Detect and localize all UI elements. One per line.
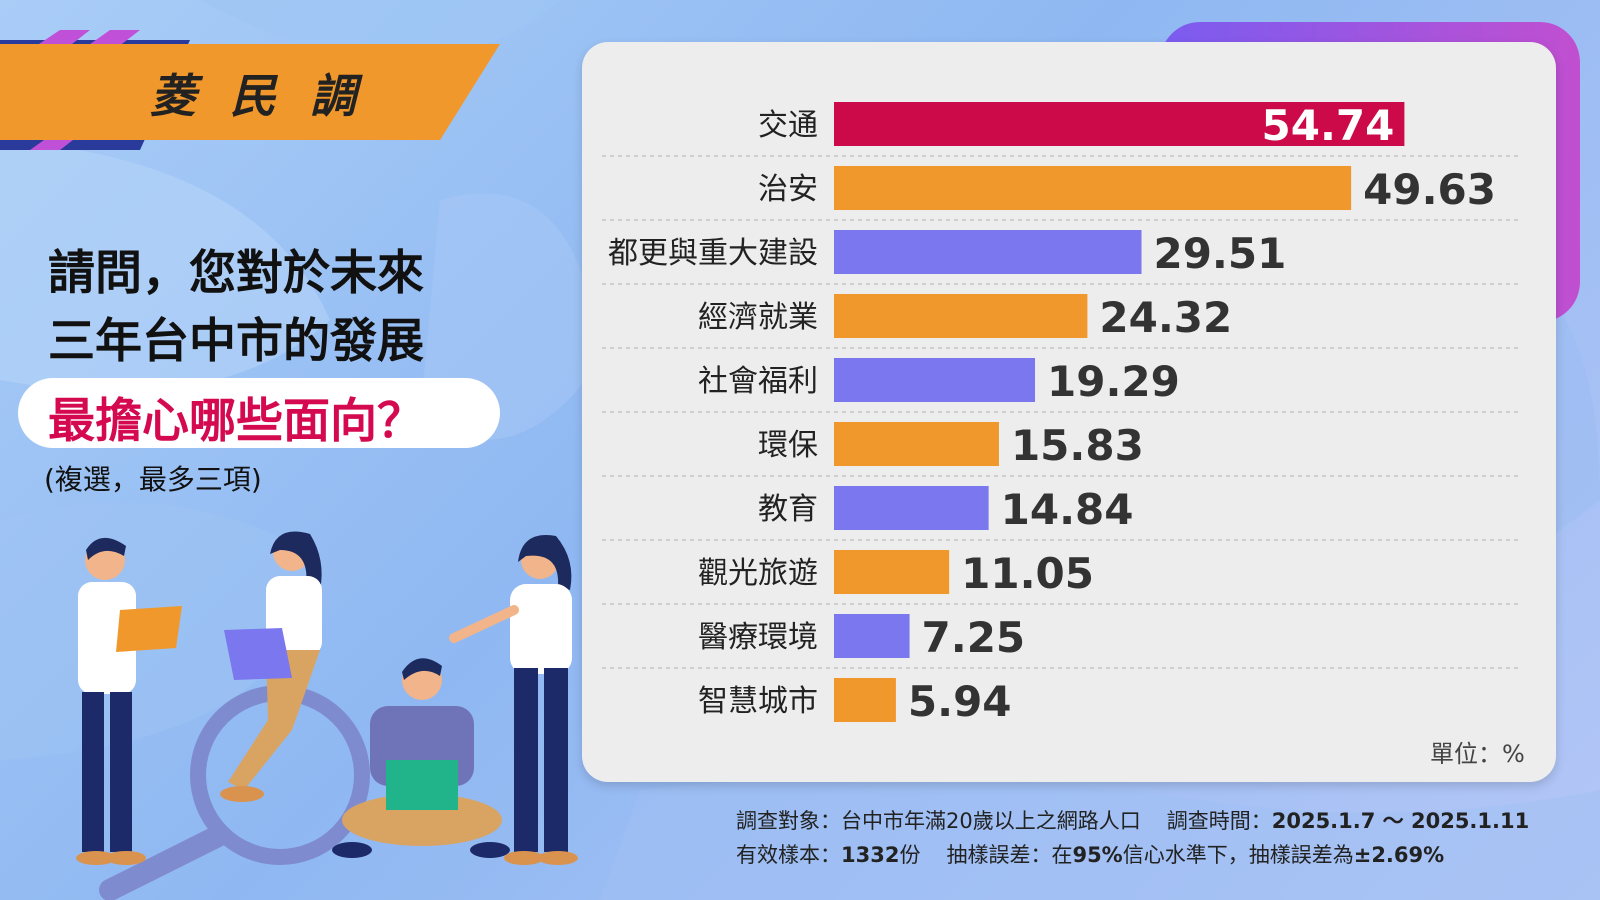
value-label: 24.32	[1099, 293, 1232, 342]
bar	[834, 614, 910, 658]
value-label: 29.51	[1153, 229, 1286, 278]
target-value: 台中市年滿20歲以上之網路人口	[841, 809, 1141, 833]
question-highlight-pill	[18, 378, 500, 448]
value-label: 49.63	[1363, 165, 1496, 214]
category-label: 經濟就業	[698, 300, 818, 335]
value-label: 15.83	[1011, 421, 1144, 470]
error-margin: ±2.69%	[1353, 843, 1445, 867]
bar	[834, 550, 950, 594]
category-label: 交通	[758, 108, 818, 143]
error-confidence: 95%	[1072, 843, 1123, 867]
person-man-sitting-icon	[332, 658, 510, 858]
time-label: 調查時間：	[1166, 809, 1272, 833]
category-label: 社會福利	[698, 364, 818, 399]
value-label: 14.84	[1001, 485, 1134, 534]
bar	[834, 102, 1405, 146]
error-label: 抽樣誤差：	[946, 843, 1052, 867]
sample-unit: 份	[899, 843, 921, 867]
question-highlight: 最擔心哪些面向？	[48, 394, 424, 449]
value-label: 11.05	[961, 549, 1094, 598]
error-mid: 信心水準下，抽樣誤差為	[1122, 843, 1354, 867]
footer-line-1: 調查對象：台中市年滿20歲以上之網路人口 調查時間：2025.1.7 ～ 2025…	[736, 804, 1529, 838]
bar	[834, 230, 1142, 274]
target-label: 調查對象：	[736, 809, 841, 833]
question-line-1: 請問，您對於未來	[48, 246, 424, 301]
category-label: 治安	[758, 172, 818, 207]
bar	[834, 294, 1088, 338]
bar	[834, 358, 1036, 402]
person-woman-standing-icon	[449, 535, 578, 865]
category-label: 都更與重大建設	[608, 236, 818, 271]
person-woman-sitting-icon	[220, 531, 322, 802]
bar-chart: 交通 54.74 治安 49.63 都更與重大建設 29.51 經濟就業 24.32 社會福利 1…	[602, 101, 1522, 726]
time-value: 2025.1.7 ～ 2025.1.11	[1271, 809, 1530, 833]
category-label: 醫療環境	[698, 620, 818, 655]
sample-value: 1332	[841, 843, 900, 867]
value-label: 19.29	[1047, 357, 1180, 406]
unit-label: 單位：%	[1430, 740, 1525, 768]
question-line-2: 三年台中市的發展	[48, 314, 424, 369]
banner	[0, 44, 500, 140]
category-label: 觀光旅遊	[698, 556, 818, 591]
bar	[834, 422, 999, 466]
people-illustration	[76, 531, 578, 900]
category-label: 教育	[758, 492, 818, 527]
question-note: (複選，最多三項)	[44, 463, 262, 496]
bar	[834, 166, 1352, 210]
person-man-laptop-icon	[76, 537, 182, 865]
bar	[834, 678, 896, 722]
value-label: 7.25	[922, 613, 1026, 662]
footer-line-2: 有效樣本：1332份 抽樣誤差：在95%信心水準下，抽樣誤差為±2.69%	[736, 838, 1529, 872]
category-label: 智慧城市	[698, 684, 818, 719]
sample-label: 有效樣本：	[736, 843, 841, 867]
value-label: 54.74	[1262, 101, 1395, 150]
question-block: 請問，您對於未來 三年台中市的發展	[48, 240, 518, 376]
banner-title: 菱民調	[150, 69, 390, 123]
bar	[834, 486, 989, 530]
error-prefix: 在	[1051, 843, 1073, 867]
category-label: 環保	[758, 428, 818, 463]
survey-footer: 調查對象：台中市年滿20歲以上之網路人口 調查時間：2025.1.7 ～ 2025…	[736, 804, 1529, 872]
value-label: 5.94	[908, 677, 1012, 726]
